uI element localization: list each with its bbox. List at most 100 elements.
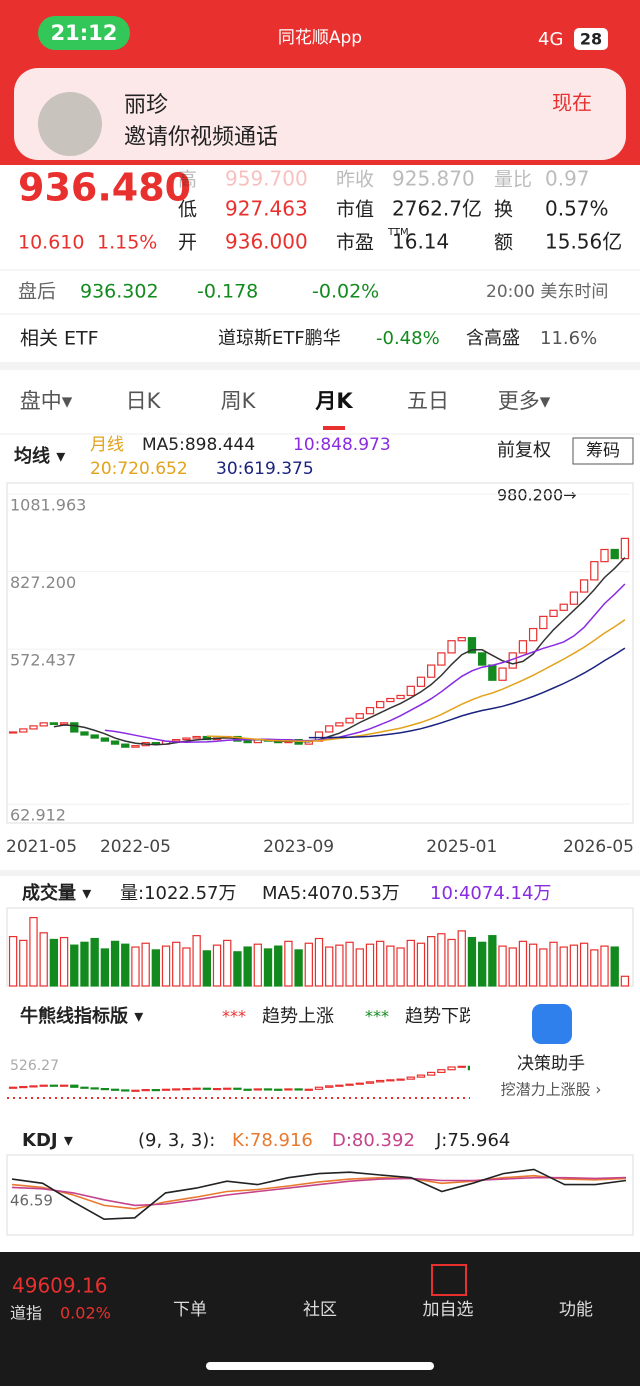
tab[interactable]: 月K <box>314 389 353 413</box>
candle <box>59 722 69 725</box>
candle <box>620 537 630 560</box>
footer-tab[interactable]: 社区 <box>303 1300 337 1320</box>
stat-label: 量比 <box>494 169 532 191</box>
footer-tab[interactable]: 功能 <box>559 1300 593 1320</box>
candle <box>100 737 110 742</box>
footer-tab[interactable]: 下单 <box>173 1300 207 1320</box>
candle <box>19 728 28 733</box>
vol-bar <box>335 944 344 987</box>
candle <box>528 627 538 642</box>
ah-time: 20:00 美东时间 <box>486 282 608 302</box>
candle <box>70 722 79 733</box>
candle <box>416 676 426 687</box>
notification[interactable] <box>14 68 626 160</box>
vol-bar <box>314 937 324 987</box>
helper-icon <box>532 1004 572 1044</box>
vol-bar <box>579 942 589 987</box>
stat-label: 市值 <box>336 199 374 221</box>
vol-bar <box>620 975 630 987</box>
vol-bar <box>39 932 48 987</box>
vol-bar <box>304 942 313 987</box>
candle <box>80 731 89 736</box>
candle <box>151 1089 161 1092</box>
action[interactable]: 现在 <box>552 91 592 115</box>
helper-sub[interactable]: 挖潜力上涨股 › <box>501 1081 602 1099</box>
stat-value: 16.14 <box>392 230 449 254</box>
time: 21:12 <box>51 21 118 45</box>
vol-bar <box>274 945 283 987</box>
kdj-title[interactable]: KDJ ▾ <box>22 1130 73 1151</box>
candle <box>437 652 446 666</box>
kdj-label: J:75.964 <box>435 1130 510 1151</box>
stat-label: 昨收 <box>336 169 374 191</box>
vol-bar <box>100 948 110 987</box>
kdj-line <box>11 1176 627 1207</box>
kdj-label: K:78.916 <box>232 1130 313 1151</box>
vol-bar <box>172 941 181 987</box>
x-tick-label: 2022-05 <box>100 837 171 857</box>
candle <box>29 725 38 730</box>
chips-box[interactable] <box>572 437 634 465</box>
candle <box>49 722 59 725</box>
bull-up: 趋势上涨 <box>262 1006 334 1027</box>
y-tick-label: 827.200 <box>10 573 76 592</box>
adjust[interactable]: 前复权 <box>497 440 551 461</box>
ma-menu[interactable]: 均线 ▾ <box>14 445 65 467</box>
vol-bar <box>223 939 232 987</box>
etf-name[interactable]: 道琼斯ETF鹏华 <box>218 328 341 349</box>
vol-bar <box>488 935 497 987</box>
message: 邀请你视频通话 <box>124 125 278 150</box>
ma-line <box>206 619 626 742</box>
index-name: 道指 <box>10 1304 42 1323</box>
candle <box>335 1084 344 1087</box>
ma-period: 月线 <box>90 435 124 455</box>
stat-label: 额 <box>494 232 513 254</box>
etf-weight: 11.6% <box>540 328 597 349</box>
vol-bar <box>467 936 477 987</box>
bull-title[interactable]: 牛熊线指标版 ▾ <box>20 1005 143 1027</box>
candle <box>70 1084 79 1088</box>
tab[interactable]: 更多▾ <box>498 389 551 413</box>
gap <box>0 362 640 370</box>
bull-down-dots: *** <box>365 1007 389 1026</box>
chips[interactable]: 筹码 <box>586 441 620 461</box>
vol-bar <box>416 942 426 987</box>
candle <box>233 1087 242 1090</box>
candle <box>274 1088 283 1091</box>
candle <box>355 1082 364 1085</box>
candle <box>8 1086 18 1089</box>
caller: 丽珍 <box>124 93 168 118</box>
footer-tab[interactable]: 加自选 <box>423 1300 474 1320</box>
etf-label: 相关 ETF <box>20 328 99 350</box>
vol-bar <box>80 941 89 987</box>
tab[interactable]: 周K <box>221 389 257 413</box>
tab[interactable]: 日K <box>126 389 162 413</box>
vol-label: MA5:4070.53万 <box>262 883 400 904</box>
candle <box>182 1087 191 1091</box>
vol-bar <box>376 940 385 987</box>
candle <box>386 1079 395 1082</box>
bull-up-dots: *** <box>222 1007 246 1026</box>
add-icon <box>431 1264 467 1296</box>
candle <box>447 640 456 654</box>
vol-bar <box>243 946 252 987</box>
candle <box>406 685 415 697</box>
stat-label: 换 <box>494 199 513 221</box>
helper[interactable]: 决策助手 <box>517 1054 585 1074</box>
ma-line <box>53 557 626 746</box>
tab[interactable]: 盘中▾ <box>20 389 73 413</box>
ma10: 10:848.973 <box>293 435 391 455</box>
vol-bar <box>233 951 242 987</box>
candle <box>335 722 344 727</box>
stat-label: 开 <box>178 232 197 254</box>
kdj-frame <box>6 1154 634 1236</box>
candle <box>345 717 354 724</box>
vol-bar <box>131 946 140 987</box>
candle <box>121 1089 130 1092</box>
tab[interactable]: 五日 <box>407 389 449 413</box>
kdj-label: D:80.392 <box>332 1130 415 1151</box>
y-tick-label: 62.912 <box>10 806 66 825</box>
ma20: 20:720.652 <box>90 459 188 479</box>
vol-title[interactable]: 成交量 ▾ <box>22 882 91 904</box>
x-tick-label: 2026-05 <box>563 837 634 857</box>
